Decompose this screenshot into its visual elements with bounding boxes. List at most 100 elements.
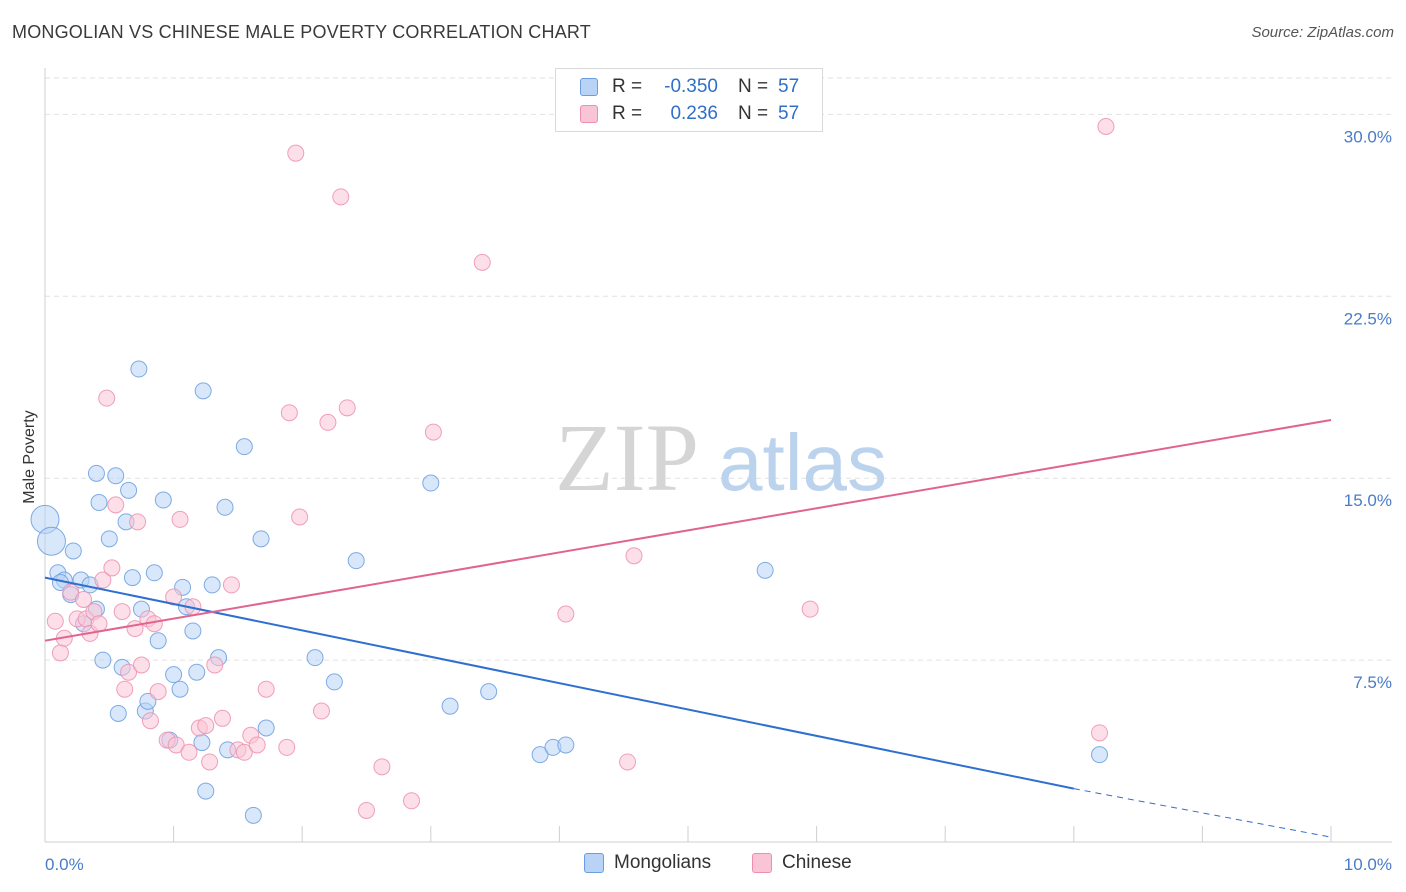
chinese-point <box>424 423 442 441</box>
chinese-point <box>213 709 231 727</box>
mongolians-point <box>235 438 253 456</box>
mongolians-point <box>165 666 183 684</box>
chinese-point <box>619 753 637 771</box>
chinese-point <box>132 656 150 674</box>
chinese-point <box>1097 118 1115 136</box>
trend-lines <box>44 418 1332 838</box>
chinese-point <box>473 253 491 271</box>
chinese-point <box>94 571 112 589</box>
y-tick-label: 15.0% <box>1344 491 1392 510</box>
mongolians-point <box>197 782 215 800</box>
chinese-point <box>90 615 108 633</box>
mongolians-trend-line <box>44 576 1075 790</box>
watermark-zip: ZIP <box>555 404 699 511</box>
legend-label-mongolians: Mongolians <box>614 852 712 873</box>
mongolians-point <box>100 530 118 548</box>
chinese-point <box>120 663 138 681</box>
axes <box>44 68 1392 843</box>
mongolians-point <box>480 683 498 701</box>
mongolians-point <box>257 719 275 737</box>
mongolians-point <box>756 561 774 579</box>
chinese-point <box>287 144 305 162</box>
y-tick-label: 7.5% <box>1353 673 1392 692</box>
chinese-point <box>171 510 189 528</box>
mongolians-point <box>194 382 212 400</box>
mongolians-point <box>244 806 262 824</box>
chart-title: MONGOLIAN VS CHINESE MALE POVERTY CORREL… <box>12 22 591 42</box>
chinese-point <box>167 736 185 754</box>
mongolians-point <box>203 576 221 594</box>
mongolians-point <box>422 474 440 492</box>
mongolians-point <box>130 360 148 378</box>
chinese-point <box>801 600 819 618</box>
series-legend: Mongolians Chinese <box>0 852 1406 878</box>
mongolians-legend-swatch <box>584 853 604 873</box>
chinese-point <box>46 612 64 630</box>
mongolians-point <box>531 746 549 764</box>
grid-lines <box>45 77 1392 661</box>
y-tick-label: 22.5% <box>1344 309 1392 328</box>
chinese-point <box>141 712 159 730</box>
mongolians-point <box>252 530 270 548</box>
x-tick-label: 10.0% <box>1344 855 1392 874</box>
legend-r-value: 0.236 <box>670 103 718 124</box>
chinese-point <box>62 583 80 601</box>
legend-item-chinese: Chinese <box>752 852 852 874</box>
chinese-point <box>257 680 275 698</box>
mongolians-point <box>90 493 108 511</box>
mongolians-point <box>154 491 172 509</box>
chinese-point <box>1091 724 1109 742</box>
mongolians-point <box>184 622 202 640</box>
legend-n-value: 57 <box>778 76 800 97</box>
chinese-point <box>338 399 356 417</box>
chinese-point <box>116 680 134 698</box>
chinese-point <box>235 743 253 761</box>
mongolians-point <box>216 498 234 516</box>
legend-n-label: N = <box>738 76 769 97</box>
x-tick-label: 0.0% <box>45 855 84 874</box>
legend-n-label: N = <box>738 103 769 124</box>
mongolians-point <box>123 569 141 587</box>
data-points <box>30 118 1115 824</box>
chinese-point <box>206 656 224 674</box>
legend-label-chinese: Chinese <box>782 852 852 873</box>
mongolians-point <box>347 552 365 570</box>
mongolians-point <box>64 542 82 560</box>
chinese-point <box>312 702 330 720</box>
chinese-point <box>291 508 309 526</box>
chinese-point <box>201 753 219 771</box>
legend-row-mongolians: R = -0.350 N = 57 <box>580 74 799 100</box>
mongolians-point <box>107 467 125 485</box>
chinese-point <box>149 683 167 701</box>
chinese-point <box>51 644 69 662</box>
chinese-point <box>222 576 240 594</box>
mongolians-point <box>109 704 127 722</box>
watermark-atlas: atlas <box>718 418 887 507</box>
chinese-point <box>319 413 337 431</box>
legend-r-label: R = <box>612 76 643 97</box>
chinese-point <box>107 496 125 514</box>
chinese-point <box>248 736 266 754</box>
chinese-point <box>98 389 116 407</box>
y-tick-label: 30.0% <box>1344 127 1392 146</box>
mongolians-point <box>171 680 189 698</box>
legend: R = -0.350 N = 57 R = 0.236 N = 57 <box>555 68 823 132</box>
mongolians-point <box>306 649 324 667</box>
mongolians-point <box>441 697 459 715</box>
mongolians-point <box>1091 746 1109 764</box>
y-axis-label: Male Poverty <box>21 410 38 503</box>
chinese-trend-line <box>44 418 1332 642</box>
source-label: Source: ZipAtlas.com <box>1251 24 1394 41</box>
chinese-point <box>373 758 391 776</box>
legend-n-value: 57 <box>778 103 800 124</box>
chinese-swatch <box>580 105 598 123</box>
mongolians-swatch <box>580 78 598 96</box>
legend-r-label: R = <box>612 103 643 124</box>
chinese-point <box>278 738 296 756</box>
chinese-point <box>358 801 375 819</box>
mongolians-point <box>36 526 66 556</box>
legend-r-value: -0.350 <box>664 76 718 97</box>
chinese-point <box>165 588 183 606</box>
legend-row-chinese: R = 0.236 N = 57 <box>580 101 799 127</box>
